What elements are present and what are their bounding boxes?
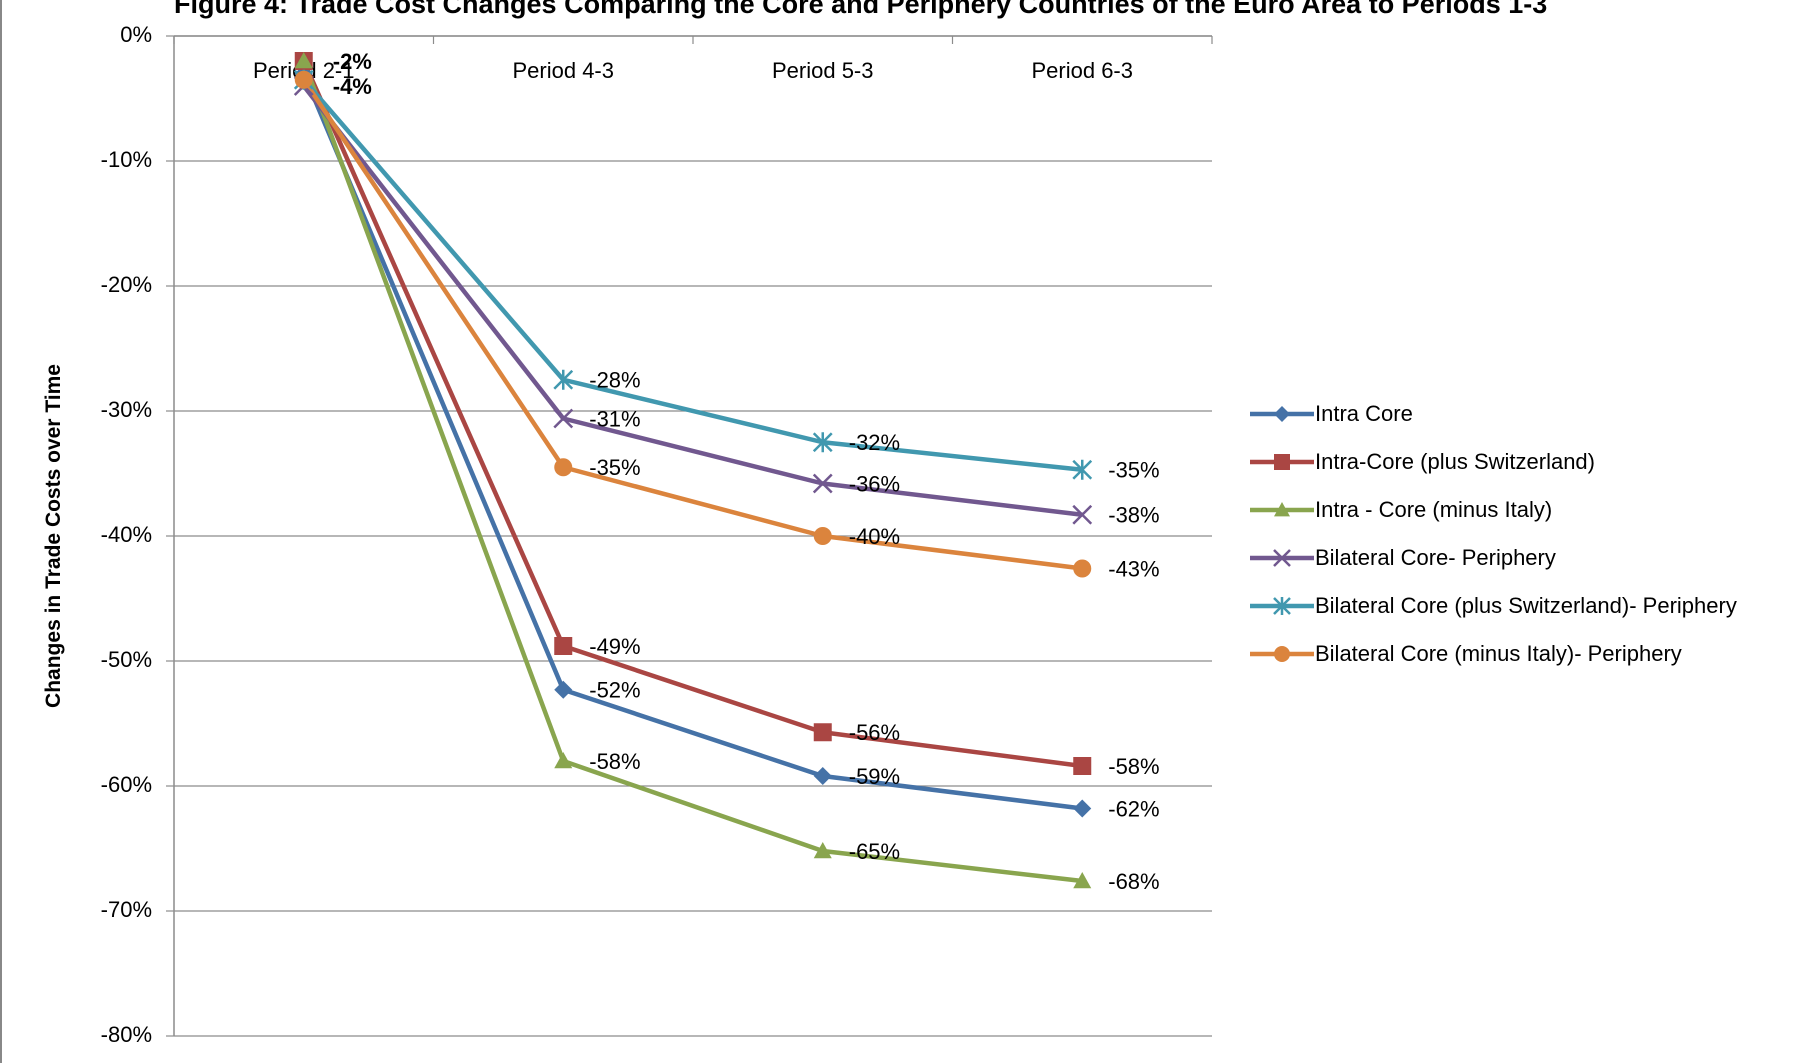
series-line <box>301 84 1083 517</box>
x-category-label: Period 4-3 <box>512 58 614 83</box>
data-label: -65% <box>849 839 900 864</box>
data-point-marker <box>554 458 573 477</box>
data-label: -28% <box>589 368 640 393</box>
y-tick-label: -60% <box>101 772 152 797</box>
data-label: -59% <box>849 764 900 789</box>
data-label: -52% <box>589 678 640 703</box>
data-label: -68% <box>1108 869 1159 894</box>
data-point-marker <box>1274 646 1290 662</box>
plot-area: 0% -10% -20% -30% -40% -50% -60% -70% -80% Period… <box>42 22 1213 1047</box>
data-label: -38% <box>1108 503 1159 528</box>
x-category-label: Period 6-3 <box>1031 58 1133 83</box>
chart-title: Figure 4: Trade Cost Changes Comparing t… <box>174 0 1547 19</box>
legend-item: Intra-Core (plus Switzerland) <box>1250 449 1595 474</box>
legend-label: Bilateral Core (minus Italy)- Periphery <box>1315 641 1682 666</box>
y-tick-label: -40% <box>101 522 152 547</box>
legend-item: Intra - Core (minus Italy) <box>1250 497 1552 522</box>
data-point-marker <box>1274 406 1290 422</box>
legend-item: Intra Core <box>1250 401 1413 426</box>
data-label: -35% <box>1108 458 1159 483</box>
data-label: -35% <box>589 455 640 480</box>
data-point-marker <box>1073 799 1092 818</box>
data-point-marker <box>813 842 832 859</box>
data-label: -49% <box>589 634 640 659</box>
data-label: -32% <box>849 430 900 455</box>
data-point-marker <box>554 752 573 769</box>
series-line <box>301 78 1083 571</box>
y-axis-title: Changes in Trade Costs over Time <box>42 364 65 708</box>
legend: Intra Core Intra-Core (plus Switzerland) I… <box>1250 401 1737 666</box>
legend-label: Intra Core <box>1315 401 1413 426</box>
y-tick-label: -10% <box>101 147 152 172</box>
data-point-marker <box>294 70 313 89</box>
legend-label: Bilateral Core (plus Switzerland)- Perip… <box>1315 593 1737 618</box>
y-tick-label: -50% <box>101 647 152 672</box>
y-tick-label: -70% <box>101 897 152 922</box>
legend-item: Bilateral Core (minus Italy)- Periphery <box>1250 641 1682 666</box>
y-tick-label: -30% <box>101 397 152 422</box>
legend-label: Bilateral Core- Periphery <box>1315 545 1556 570</box>
series-line <box>302 78 1083 472</box>
data-point-marker <box>812 432 833 453</box>
data-label: -36% <box>849 471 900 496</box>
data-label: -4% <box>333 74 372 99</box>
data-point-marker <box>1274 454 1290 470</box>
data-point-marker <box>1073 559 1092 578</box>
legend-label: Intra-Core (plus Switzerland) <box>1315 449 1595 474</box>
data-label: -58% <box>589 749 640 774</box>
data-point-marker <box>1073 872 1092 889</box>
data-label: -31% <box>589 406 640 431</box>
data-label: -40% <box>849 524 900 549</box>
data-point-marker <box>813 767 832 785</box>
series-line <box>301 60 1083 769</box>
data-label: -43% <box>1108 556 1159 581</box>
data-point-marker <box>554 637 573 655</box>
data-point-marker <box>1073 757 1092 775</box>
data-point-marker <box>1072 459 1093 480</box>
data-point-marker <box>553 408 574 429</box>
data-point-marker <box>294 52 313 69</box>
data-point-marker <box>1273 549 1291 567</box>
legend-item: Bilateral Core- Periphery <box>1250 545 1556 570</box>
data-point-marker <box>812 473 833 494</box>
data-label: -56% <box>849 720 900 745</box>
y-tick-label: -20% <box>101 272 152 297</box>
data-label: -2% <box>333 49 372 74</box>
data-point-marker <box>1273 597 1291 615</box>
data-point-marker <box>813 723 832 742</box>
data-point-marker <box>1072 504 1093 525</box>
legend-item: Bilateral Core (plus Switzerland)- Perip… <box>1250 593 1737 618</box>
data-label: -58% <box>1108 754 1159 779</box>
data-point-marker <box>813 527 832 545</box>
series-line <box>301 60 1083 884</box>
data-point-marker <box>554 680 573 699</box>
data-label: -62% <box>1108 796 1159 821</box>
data-point-marker <box>1274 502 1290 517</box>
series-line <box>301 72 1083 811</box>
y-tick-label: 0% <box>120 22 152 47</box>
legend-label: Intra - Core (minus Italy) <box>1315 497 1552 522</box>
y-tick-label: -80% <box>101 1022 152 1047</box>
x-category-label: Period 5-3 <box>772 58 874 83</box>
data-point-marker <box>553 369 574 390</box>
